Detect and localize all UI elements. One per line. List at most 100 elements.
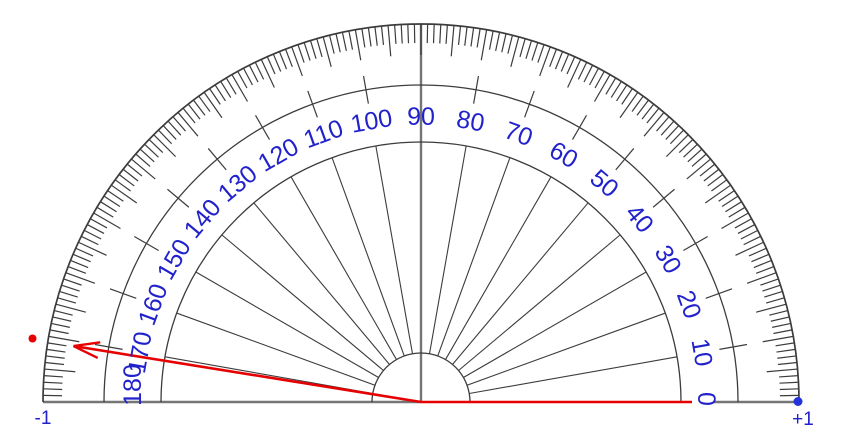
- minor-degree-tick: [328, 35, 335, 54]
- minor-degree-tick: [272, 53, 282, 72]
- minor-degree-tick: [162, 125, 177, 140]
- minor-degree-tick: [157, 129, 173, 145]
- spoke-line: [452, 202, 589, 365]
- degree-label: 150: [152, 234, 197, 284]
- major-degree-tick: [539, 46, 551, 77]
- minor-degree-tick: [316, 38, 323, 58]
- minor-degree-tick: [691, 153, 707, 167]
- minor-degree-tick: [43, 381, 63, 384]
- minor-degree-tick: [470, 27, 475, 47]
- major-degree-tick: [762, 335, 794, 343]
- spoke-line: [463, 271, 647, 378]
- major-degree-tick: [354, 29, 362, 61]
- minor-degree-tick: [214, 84, 226, 102]
- minor-degree-tick: [725, 201, 742, 213]
- minor-degree-tick: [400, 24, 403, 44]
- major-degree-tick: [78, 241, 107, 256]
- minor-degree-tick: [495, 32, 501, 51]
- ring-cross-tick: [109, 288, 137, 299]
- minor-degree-tick: [770, 316, 790, 322]
- angle-arrow[interactable]: [73, 344, 422, 404]
- minor-degree-tick: [636, 99, 649, 116]
- spoke-line: [437, 157, 511, 357]
- degree-label: 60: [544, 136, 582, 174]
- minor-degree-tick: [777, 361, 797, 366]
- minor-degree-tick: [407, 24, 410, 44]
- blue-point[interactable]: [793, 397, 803, 406]
- minor-degree-tick: [743, 235, 762, 246]
- minor-degree-tick: [621, 88, 633, 105]
- spoke-line: [290, 176, 397, 360]
- minor-degree-tick: [737, 224, 756, 234]
- spoke-line: [331, 157, 405, 357]
- minor-degree-tick: [284, 48, 293, 68]
- major-degree-tick: [567, 59, 582, 88]
- major-degree-tick: [721, 212, 749, 230]
- minor-degree-tick: [457, 26, 462, 46]
- major-degree-tick: [322, 36, 332, 67]
- minor-degree-tick: [751, 253, 770, 263]
- minor-degree-tick: [254, 61, 265, 80]
- major-degree-tick: [111, 184, 138, 204]
- minor-degree-tick: [605, 77, 617, 95]
- minor-degree-tick: [432, 24, 435, 44]
- minor-degree-tick: [72, 253, 91, 263]
- ring-cross-tick: [705, 288, 733, 299]
- degree-label: 120: [253, 133, 303, 178]
- minor-degree-tick: [278, 51, 288, 70]
- major-degree-tick: [756, 303, 787, 313]
- minor-degree-tick: [779, 375, 799, 378]
- minor-degree-tick: [566, 56, 576, 75]
- minor-degree-tick: [554, 51, 564, 70]
- minor-degree-tick: [753, 259, 772, 269]
- minor-degree-tick: [721, 195, 739, 207]
- ring-cross-tick: [719, 343, 748, 350]
- minor-degree-tick: [43, 388, 63, 391]
- minor-degree-tick: [61, 284, 80, 292]
- minor-degree-tick: [167, 120, 182, 136]
- major-degree-tick: [480, 29, 488, 61]
- minor-degree-tick: [348, 30, 354, 50]
- degree-label: 100: [349, 104, 395, 139]
- minor-degree-tick: [646, 107, 660, 124]
- minor-degree-tick: [760, 278, 779, 286]
- degree-label: 40: [620, 199, 659, 238]
- ring-cross-tick: [307, 90, 318, 118]
- minor-degree-tick: [711, 179, 728, 192]
- spoke-line: [428, 145, 467, 354]
- minor-degree-tick: [237, 71, 248, 89]
- major-degree-tick: [735, 241, 764, 256]
- minor-degree-tick: [476, 28, 481, 48]
- minor-degree-tick: [775, 342, 795, 347]
- minor-degree-tick: [665, 125, 680, 140]
- major-degree-tick: [766, 368, 798, 373]
- degree-label: 30: [649, 240, 687, 278]
- minor-degree-tick: [718, 190, 735, 202]
- degree-label: 80: [454, 105, 486, 137]
- minor-degree-tick: [501, 33, 507, 53]
- minor-degree-tick: [631, 95, 644, 112]
- major-degree-tick: [593, 74, 611, 102]
- minor-degree-tick: [182, 107, 196, 124]
- degree-label: 90: [407, 103, 435, 131]
- spoke-line: [466, 312, 666, 386]
- degree-label: 70: [501, 116, 537, 152]
- right-end-label: +1: [792, 409, 814, 429]
- number-ring-outer-arc: [103, 84, 739, 403]
- ring-cross-tick: [254, 115, 271, 140]
- minor-degree-tick: [135, 153, 151, 167]
- major-degree-tick: [450, 25, 455, 57]
- degree-label: 0: [692, 392, 720, 406]
- minor-degree-tick: [699, 163, 716, 177]
- minor-degree-tick: [776, 348, 796, 353]
- major-degree-tick: [203, 92, 223, 119]
- minor-degree-tick: [126, 163, 143, 177]
- minor-degree-tick: [488, 30, 494, 50]
- major-degree-tick: [686, 158, 711, 180]
- red-point[interactable]: [28, 334, 37, 343]
- minor-degree-tick: [100, 201, 117, 213]
- major-degree-tick: [131, 158, 156, 180]
- ring-cross-tick: [94, 343, 123, 350]
- major-degree-tick: [643, 112, 665, 137]
